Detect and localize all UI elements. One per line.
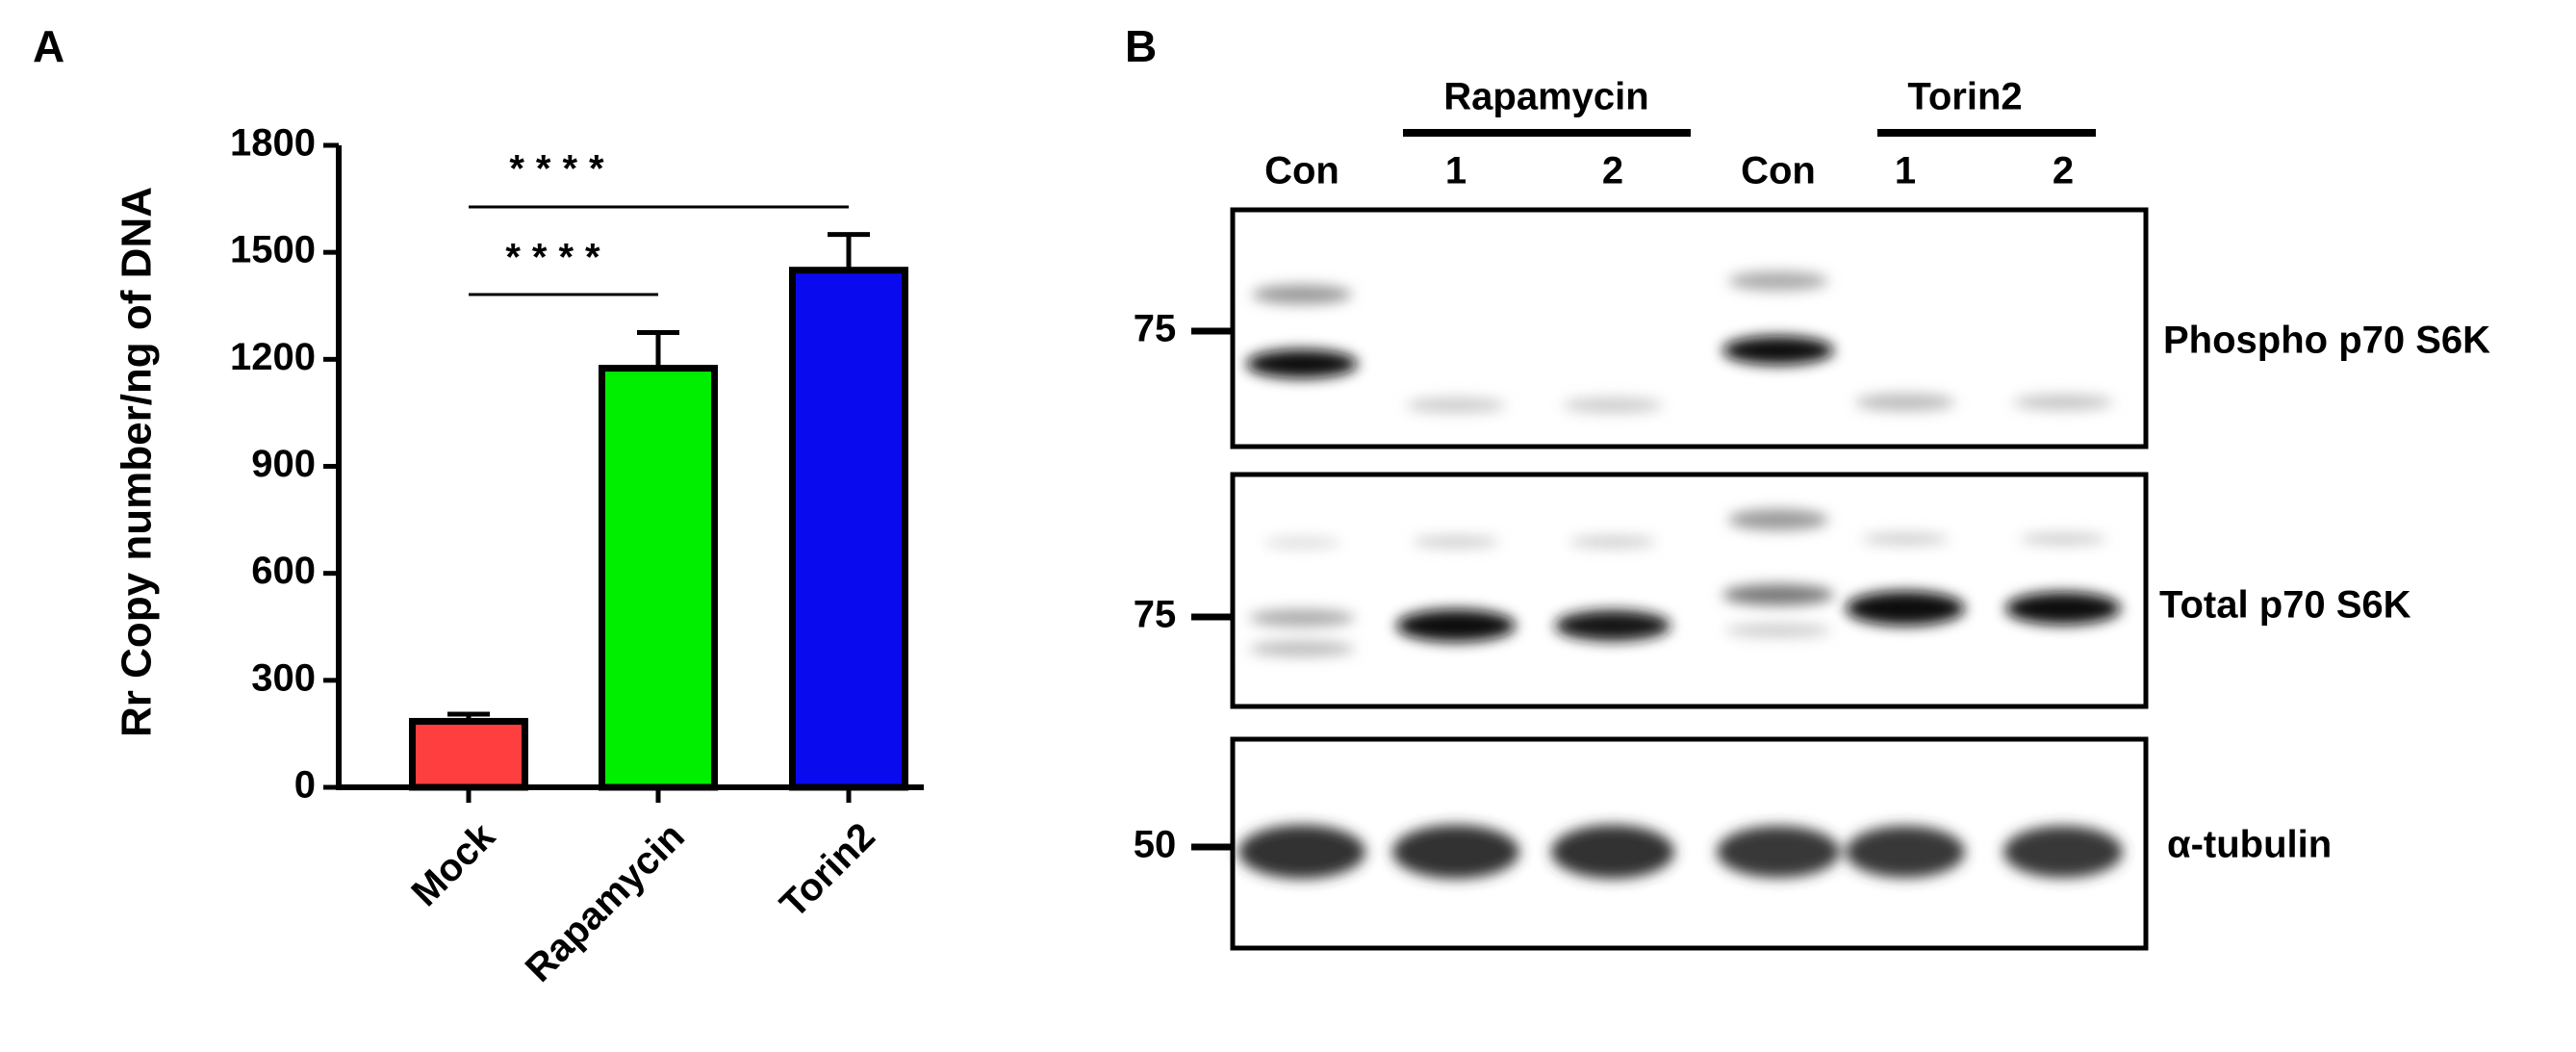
mw-marker: 75 [1134,308,1177,350]
group-label: Torin2 [1907,76,2022,118]
x-tick-label: Rapamycin [518,815,693,990]
lane-label: 1 [1445,150,1467,192]
y-tick-label: 900 [251,443,316,485]
panel-label: B [1125,21,1157,71]
y-tick-label: 300 [251,656,316,699]
x-tick-label: Mock [403,814,503,914]
mw-marker: 50 [1134,824,1177,866]
y-axis-label: Rr Copy number/ng of DNA [114,187,161,737]
lane-label: 1 [1895,150,1916,192]
group-label: Rapamycin [1443,76,1648,118]
y-tick-label: 600 [251,550,316,592]
blot: Con 1 2 Con 1 2 Rapamycin Torin2 [1134,76,2490,951]
bands [1238,271,2123,879]
blot-frame [1230,207,2149,449]
blot-label: α-tubulin [2167,824,2332,866]
lane-label: 2 [1602,150,1623,192]
lane-label: Con [1264,150,1339,192]
panel-label: A [33,21,64,71]
y-tick-label: 1800 [230,122,316,165]
y-tick-label: 1500 [230,229,316,271]
x-tick-label: Torin2 [772,815,882,926]
significance-label: **** [509,148,615,191]
blot-label: Phospho p70 S6K [2163,320,2490,362]
bar [409,717,528,791]
blot-label: Total p70 S6K [2159,584,2411,627]
significance-label: **** [505,237,611,279]
blot-frame [1230,472,2149,709]
y-tick-label: 0 [294,764,316,807]
bar [599,365,718,791]
bar [789,267,908,791]
lane-label: Con [1741,150,1816,192]
lane-label: 2 [2053,150,2074,192]
mw-marker: 75 [1134,594,1177,636]
y-tick-label: 1200 [230,336,316,378]
